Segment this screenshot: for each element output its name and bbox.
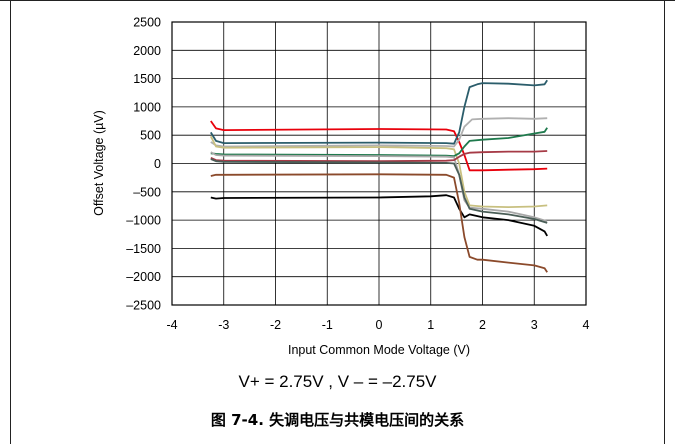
y-tick-label: 0	[154, 157, 161, 171]
y-tick-label: –2500	[126, 299, 161, 313]
y-tick-label: 1500	[133, 72, 161, 86]
series-line-1	[210, 120, 548, 172]
frame-left-border	[10, 0, 11, 444]
x-tick-label: 0	[376, 318, 383, 332]
x-tick-label: 3	[531, 318, 538, 332]
series-layer	[209, 79, 548, 273]
series-line-2	[210, 79, 548, 145]
y-tick-label: 1000	[133, 100, 161, 114]
supply-condition-text: V+ = 2.75V , V – = –2.75V	[238, 372, 437, 391]
x-axis-title: Input Common Mode Voltage (V)	[288, 343, 470, 357]
frame-right-border	[664, 0, 665, 444]
x-tick-label: -4	[166, 318, 177, 332]
x-tick-labels: -4 -3 -2 -1 0 1 2 3 4	[166, 318, 589, 332]
y-tick-label: –500	[133, 185, 161, 199]
x-tick-label: 4	[583, 318, 590, 332]
y-tick-label: 500	[140, 129, 161, 143]
series-line-5	[210, 127, 548, 158]
grid-layer	[171, 21, 587, 306]
plot-area-border	[171, 21, 587, 306]
y-tick-label: –1500	[126, 242, 161, 256]
x-tick-label: -1	[322, 318, 333, 332]
series-line-8	[210, 158, 548, 224]
series-line-10	[210, 173, 548, 273]
series-line-7	[210, 150, 548, 163]
y-tick-label: –2000	[126, 270, 161, 284]
x-tick-label: -2	[270, 318, 281, 332]
y-tick-labels: 2500 2000 1500 1000 500 0 –500 –1000 –1500 –2000 –…	[126, 16, 161, 313]
series-line-4	[209, 135, 548, 209]
series-line-3	[210, 117, 548, 148]
y-axis-title: Offset Voltage (µV)	[92, 110, 106, 216]
x-tick-label: -3	[218, 318, 229, 332]
y-tick-label: 2000	[133, 44, 161, 58]
figure-caption: 图 7-4. 失调电压与共模电压间的关系	[210, 411, 465, 429]
x-tick-label: 1	[427, 318, 434, 332]
y-tick-label: –1000	[126, 214, 161, 228]
frame-top-border	[0, 0, 675, 1]
y-tick-label: 2500	[133, 16, 161, 30]
x-tick-label: 2	[479, 318, 486, 332]
